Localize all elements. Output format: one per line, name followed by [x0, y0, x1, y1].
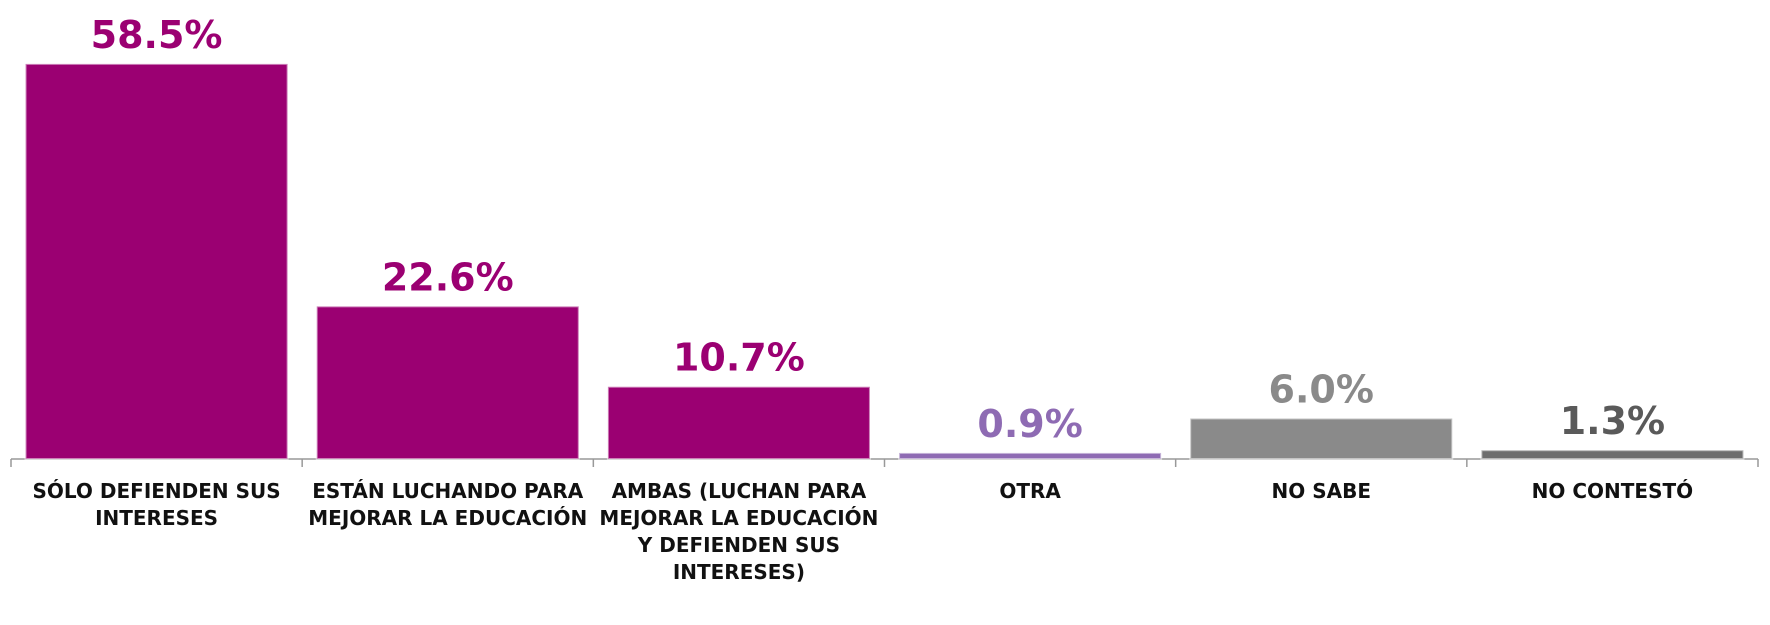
- value-label: 0.9%: [977, 402, 1082, 446]
- value-label: 58.5%: [91, 13, 223, 57]
- value-label: 6.0%: [1269, 367, 1374, 411]
- x-tick-label: AMBAS (LUCHAN PARA MEJORAR LA EDUCACIÓN …: [599, 479, 879, 584]
- bar: [1189, 417, 1454, 461]
- value-label: 10.7%: [673, 336, 805, 380]
- x-tick-label: NO CONTESTÓ: [1531, 479, 1694, 503]
- bar: [1480, 449, 1745, 461]
- x-tick-label: NO SABE: [1271, 479, 1371, 503]
- value-label: 22.6%: [382, 255, 514, 299]
- bar: [898, 451, 1163, 461]
- bar: [24, 62, 289, 461]
- x-tick-label: OTRA: [999, 479, 1061, 503]
- bar: [606, 385, 871, 461]
- value-label: 1.3%: [1560, 399, 1665, 443]
- x-tick-label: ESTÁN LUCHANDO PARA MEJORAR LA EDUCACIÓN: [308, 479, 588, 530]
- bar: [315, 305, 580, 460]
- x-tick-label: SÓLO DEFIENDEN SUS INTERESES: [32, 479, 281, 530]
